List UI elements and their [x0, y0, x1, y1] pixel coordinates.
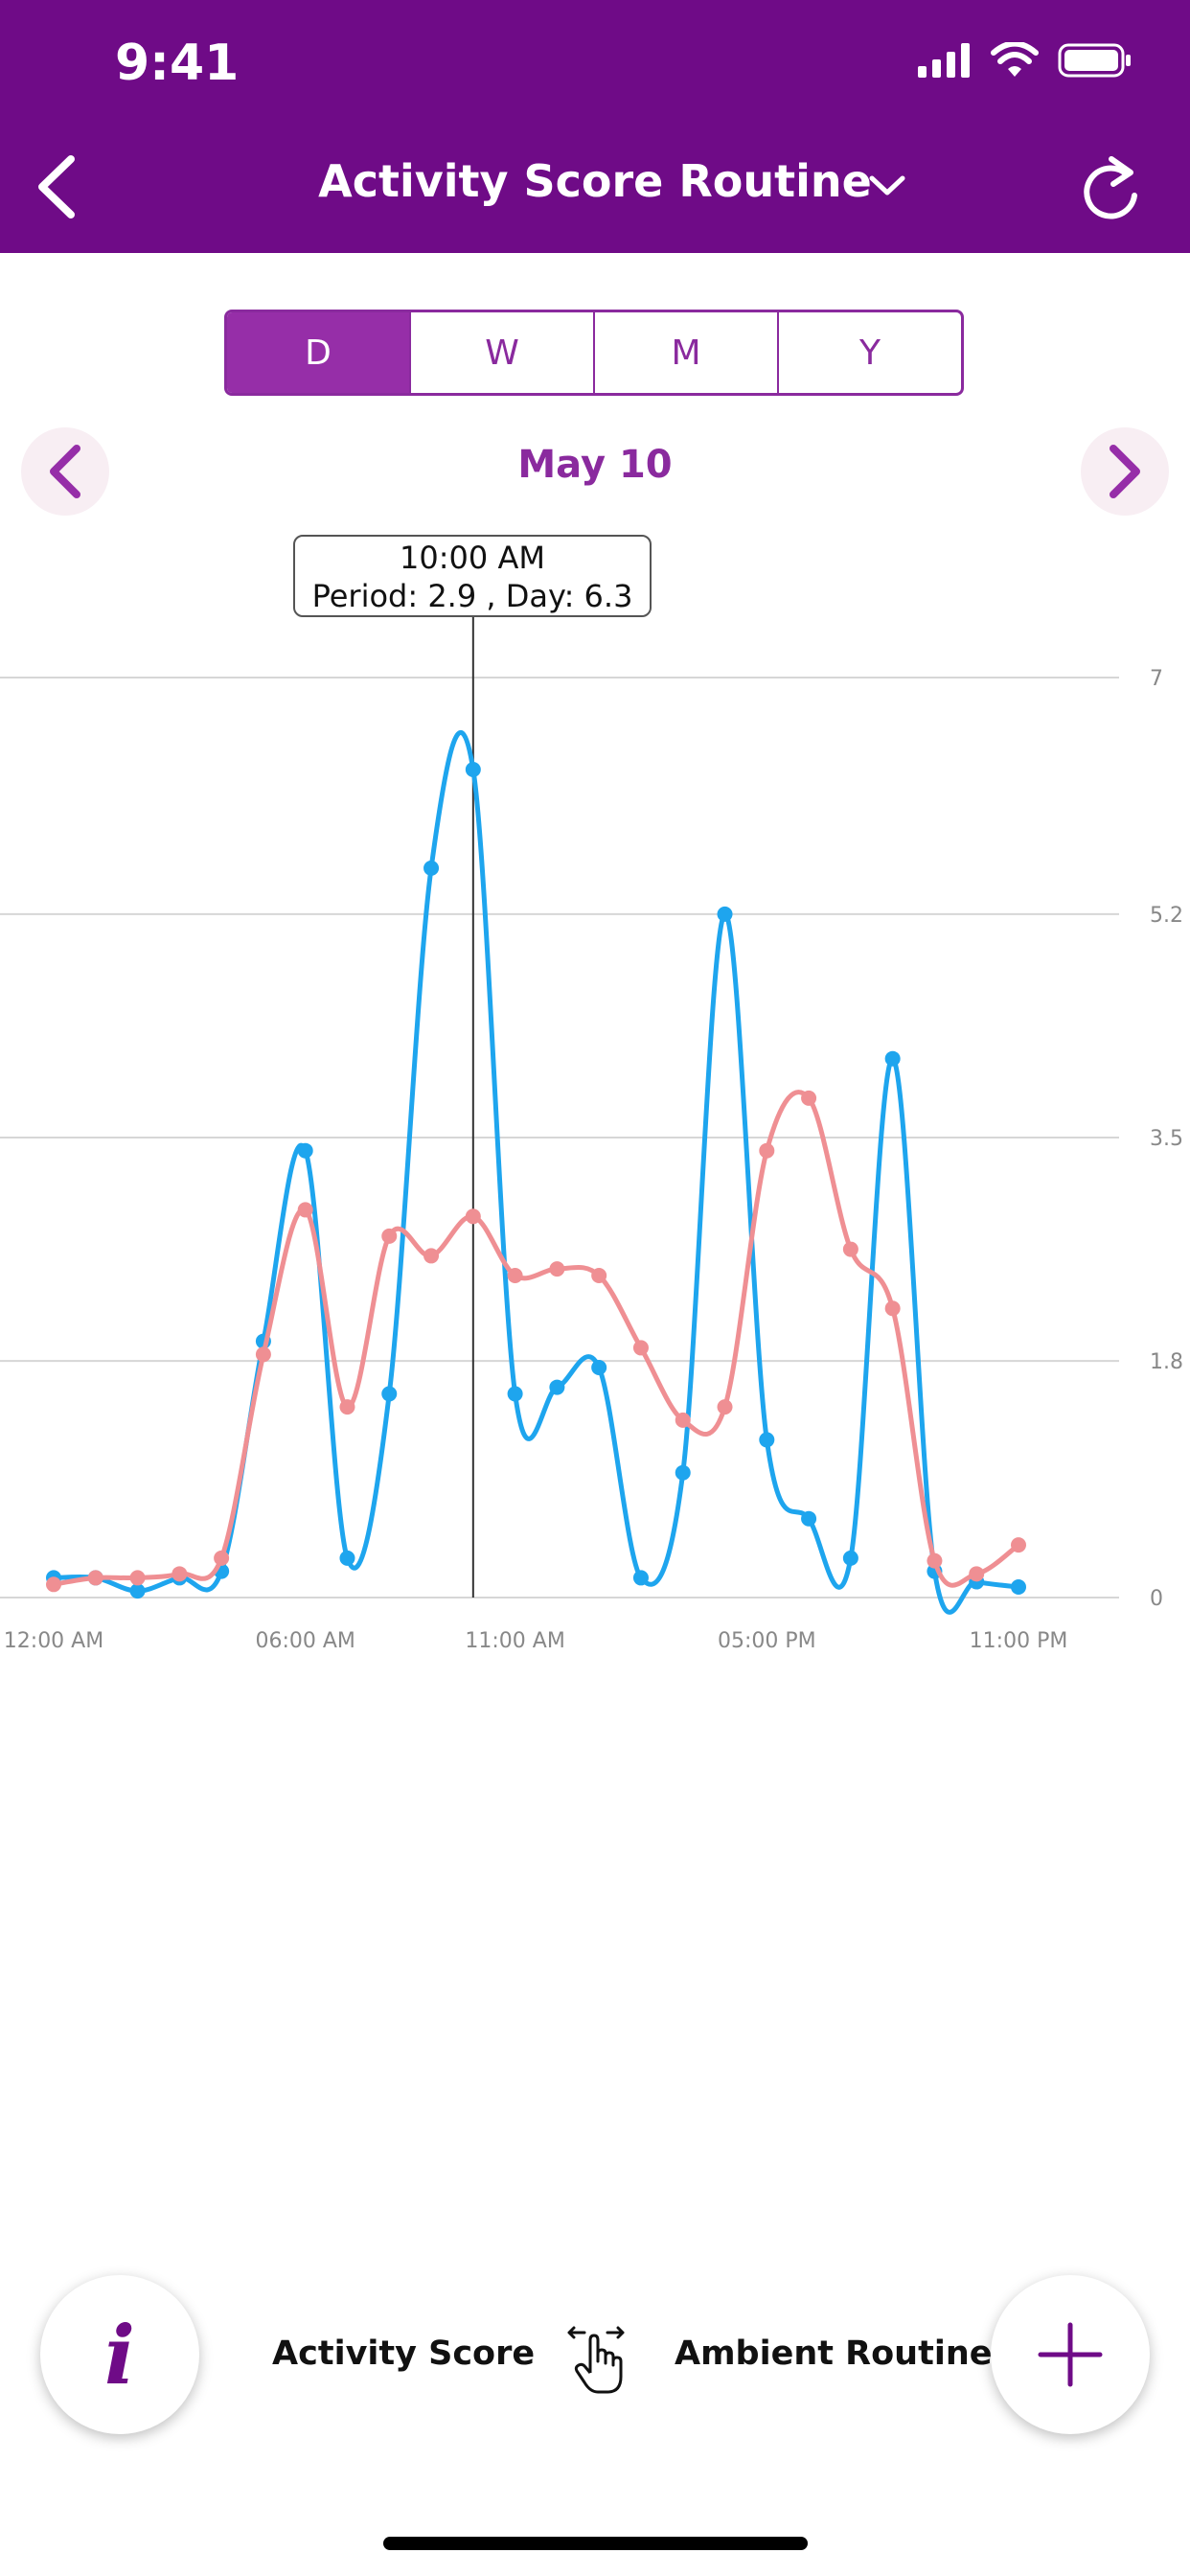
battery-icon — [1058, 43, 1131, 78]
series-point-0 — [884, 1050, 901, 1067]
series-point-1 — [507, 1268, 523, 1283]
segment-week[interactable]: W — [411, 312, 595, 393]
series-point-0 — [632, 1570, 649, 1586]
series-point-0 — [801, 1510, 817, 1527]
x-tick-label: 06:00 AM — [255, 1629, 355, 1653]
series-point-1 — [129, 1570, 146, 1586]
plus-icon — [1038, 2322, 1103, 2387]
series-point-1 — [717, 1399, 733, 1415]
next-date-button[interactable] — [1081, 427, 1169, 516]
series-point-1 — [381, 1228, 398, 1244]
series-point-1 — [969, 1566, 985, 1582]
home-indicator[interactable] — [383, 2537, 808, 2550]
back-icon[interactable] — [33, 153, 80, 220]
series-point-1 — [255, 1346, 271, 1363]
series-point-0 — [759, 1432, 775, 1448]
add-button[interactable] — [991, 2275, 1150, 2434]
segment-year[interactable]: Y — [859, 333, 881, 373]
series-point-1 — [927, 1552, 943, 1569]
series-point-1 — [675, 1412, 691, 1428]
series-point-0 — [339, 1550, 355, 1566]
series-point-1 — [549, 1261, 565, 1277]
legend-ambient-routine[interactable]: Ambient Routine — [675, 2334, 993, 2373]
series-point-1 — [759, 1142, 775, 1159]
series-point-0 — [842, 1550, 858, 1566]
series-point-1 — [632, 1340, 649, 1356]
info-icon: i — [104, 2307, 135, 2403]
x-tick-label: 11:00 AM — [465, 1629, 564, 1653]
series-point-0 — [1011, 1579, 1026, 1596]
series-point-0 — [465, 762, 481, 777]
series-point-1 — [842, 1241, 858, 1257]
segment-month[interactable]: M — [595, 312, 779, 393]
series-point-0 — [423, 860, 440, 876]
series-point-1 — [46, 1576, 61, 1593]
y-tick-label: 7 — [1150, 667, 1163, 691]
series-point-0 — [549, 1379, 565, 1395]
series-point-0 — [675, 1464, 691, 1481]
series-point-1 — [172, 1566, 188, 1582]
title-wrap: Activity Score Routine — [0, 155, 1190, 207]
previous-date-button[interactable] — [21, 427, 109, 516]
series-point-1 — [297, 1202, 313, 1218]
chevron-left-icon — [50, 445, 80, 498]
series-point-1 — [884, 1300, 901, 1317]
series-line-0 — [53, 730, 1019, 1615]
period-selector: D W M Y — [224, 310, 964, 396]
series-point-0 — [381, 1386, 398, 1402]
activity-chart[interactable]: 7 5.2 3.5 1.8 0 12:00 AM 06:00 AM 11:00 AM 05:00… — [0, 518, 1190, 1677]
series-point-0 — [591, 1360, 607, 1375]
x-tick-label: 11:00 PM — [970, 1629, 1068, 1653]
series-point-0 — [507, 1386, 523, 1402]
series-point-1 — [801, 1090, 817, 1106]
chevron-right-icon — [1110, 445, 1140, 498]
tooltip-time: 10:00 AM — [400, 540, 545, 576]
series-point-1 — [214, 1550, 230, 1566]
y-tick-label: 0 — [1150, 1587, 1163, 1611]
series-point-0 — [297, 1142, 313, 1159]
hand-swipe-icon[interactable] — [565, 2323, 627, 2396]
app-header: 9:41 Activity Score Routine — [0, 0, 1190, 253]
tooltip-values: Period: 2.9 , Day: 6.3 — [311, 578, 633, 614]
series-point-1 — [1011, 1537, 1026, 1553]
status-icons — [918, 42, 1133, 79]
x-tick-label: 05:00 PM — [718, 1629, 816, 1653]
series-point-0 — [717, 906, 733, 922]
y-tick-label: 3.5 — [1150, 1127, 1183, 1151]
wifi-icon — [991, 42, 1039, 77]
legend-activity-score[interactable]: Activity Score — [272, 2334, 536, 2373]
chevron-down-icon[interactable] — [868, 174, 906, 197]
series-point-0 — [129, 1583, 146, 1599]
signal-icon — [918, 43, 970, 78]
series-point-1 — [339, 1399, 355, 1415]
series-line-1 — [53, 1090, 1020, 1588]
info-button[interactable]: i — [40, 2275, 199, 2434]
page-title[interactable]: Activity Score Routine — [318, 155, 872, 207]
series-point-1 — [87, 1570, 103, 1586]
y-tick-label: 1.8 — [1150, 1350, 1183, 1374]
series-point-1 — [591, 1268, 607, 1283]
y-tick-label: 5.2 — [1150, 904, 1183, 928]
segment-day[interactable]: D — [227, 312, 411, 393]
status-time: 9:41 — [115, 34, 240, 92]
chart-tooltip: 10:00 AM Period: 2.9 , Day: 6.3 — [293, 535, 652, 617]
date-label: May 10 — [517, 443, 673, 487]
series-point-1 — [465, 1208, 481, 1225]
series-point-1 — [423, 1248, 440, 1264]
refresh-icon[interactable] — [1079, 153, 1142, 220]
x-tick-label: 12:00 AM — [4, 1629, 103, 1653]
